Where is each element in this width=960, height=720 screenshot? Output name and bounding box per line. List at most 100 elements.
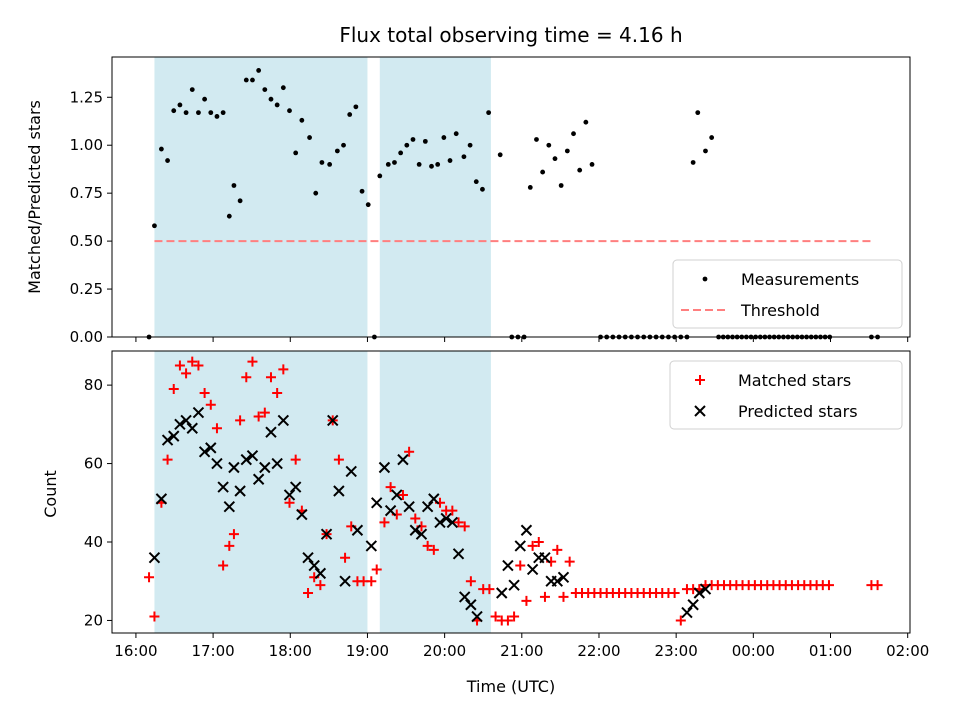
measurement-point <box>447 158 453 163</box>
x-tick-label: 16:00 <box>114 642 157 660</box>
predicted-star-point <box>259 461 271 474</box>
measurement-point <box>441 135 447 140</box>
matched-star-point <box>465 576 476 587</box>
matched-star-point <box>823 580 834 591</box>
measurement-point <box>546 142 552 148</box>
predicted-star-point <box>699 583 712 595</box>
measurement-point <box>341 142 346 148</box>
measurement-point <box>392 160 397 165</box>
measurement-point <box>398 150 404 156</box>
matched-star-point <box>539 591 550 602</box>
matched-star-point <box>265 372 276 383</box>
matched-star-point <box>205 399 216 410</box>
matched-star-point <box>422 540 433 551</box>
matched-star-point <box>149 611 160 622</box>
predicted-star-point <box>514 540 526 552</box>
matched-star-point <box>459 521 470 532</box>
predicted-star-point <box>693 587 706 599</box>
predicted-star-point <box>409 524 422 536</box>
predicted-star-point <box>320 528 333 540</box>
predicted-star-point <box>551 575 564 587</box>
predicted-star-point <box>246 450 259 462</box>
predicted-star-point <box>211 457 223 470</box>
matched-star-point <box>162 454 173 465</box>
predicted-star-point <box>223 501 236 513</box>
measurement-point <box>690 160 696 165</box>
measurement-point <box>534 137 539 142</box>
predicted-star-point <box>271 457 283 470</box>
matched-star-point <box>428 544 439 555</box>
predicted-star-point <box>314 567 327 580</box>
measurement-point <box>377 173 383 179</box>
bottom-y-axis-label: Count <box>41 470 60 518</box>
measurement-point <box>307 135 312 140</box>
predicted-star-point <box>192 406 205 419</box>
predicted-star-point <box>371 497 383 509</box>
measurement-point <box>171 108 177 114</box>
predicted-star-point <box>240 453 252 466</box>
predicted-star-point <box>391 489 403 501</box>
matched-star-point <box>168 384 179 395</box>
measurement-point <box>709 135 715 140</box>
matched-star-point <box>218 560 229 571</box>
matched-star-point <box>340 552 351 563</box>
predicted-star-point <box>526 563 539 576</box>
matched-star-point <box>490 611 501 622</box>
top-y-tick-label: 0.75 <box>70 184 103 202</box>
x-tick-label: 01:00 <box>809 642 852 660</box>
predicted-star-point <box>186 422 198 434</box>
predicted-star-point <box>234 485 246 497</box>
predicted-star-point <box>228 461 240 474</box>
top-y-tick-label: 0.00 <box>70 328 103 346</box>
measurement-point <box>177 102 183 108</box>
matched-star-point <box>515 560 526 571</box>
measurement-point <box>416 161 422 167</box>
predicted-star-point <box>289 481 302 493</box>
matched-star-point <box>410 513 421 524</box>
measurement-point <box>214 114 220 119</box>
matched-star-point <box>502 615 513 626</box>
top-legend-label: Measurements <box>741 270 859 289</box>
top-y-axis-label: Matched/Predicted stars <box>25 100 44 294</box>
predicted-star-point <box>403 501 415 513</box>
top-shaded-interval-1 <box>154 57 368 337</box>
bottom-y-tick-label: 40 <box>84 533 103 551</box>
measurement-point <box>165 158 170 163</box>
measurement-point <box>527 185 533 190</box>
measurement-point <box>404 142 410 148</box>
predicted-star-point <box>217 481 229 493</box>
matched-star-point <box>397 489 408 500</box>
measurement-point <box>220 110 226 116</box>
predicted-star-point <box>440 512 452 525</box>
matched-star-point <box>558 591 569 602</box>
x-tick-label: 19:00 <box>346 642 389 660</box>
measurement-point <box>256 68 262 73</box>
predicted-star-point <box>161 434 174 446</box>
measurement-point <box>422 138 428 144</box>
measurement-point <box>540 169 546 175</box>
predicted-star-point <box>539 551 551 564</box>
x-tick-label: 17:00 <box>191 642 234 660</box>
predicted-star-point <box>428 493 440 505</box>
x-tick-label: 00:00 <box>732 642 775 660</box>
x-tick-label: 23:00 <box>655 642 698 660</box>
measurement-point <box>552 156 558 162</box>
chart-title: Flux total observing time = 4.16 h <box>339 23 682 47</box>
matched-star-point <box>253 411 264 422</box>
measurement-point <box>319 160 325 165</box>
top-axes-frame <box>111 56 911 338</box>
top-y-tick-label: 0.50 <box>70 232 103 250</box>
matched-star-point <box>181 368 192 379</box>
matched-star-point <box>193 360 204 371</box>
measurement-point <box>497 152 503 158</box>
matched-star-point <box>379 517 390 528</box>
predicted-star-point <box>351 524 364 536</box>
measurement-point <box>564 148 570 154</box>
predicted-star-point <box>174 418 186 431</box>
measurement-point <box>183 110 189 116</box>
predicted-star-point <box>384 504 397 517</box>
x-tick-label: 18:00 <box>269 642 312 660</box>
measurement-point <box>577 167 583 173</box>
measurement-point <box>313 190 319 196</box>
matched-star-point <box>564 556 575 567</box>
